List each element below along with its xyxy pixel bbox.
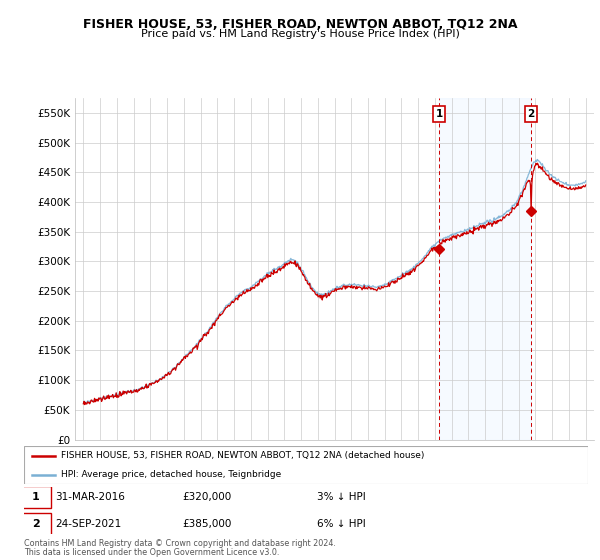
Text: FISHER HOUSE, 53, FISHER ROAD, NEWTON ABBOT, TQ12 2NA (detached house): FISHER HOUSE, 53, FISHER ROAD, NEWTON AB… bbox=[61, 451, 424, 460]
Text: 1: 1 bbox=[436, 109, 443, 119]
Text: Contains HM Land Registry data © Crown copyright and database right 2024.: Contains HM Land Registry data © Crown c… bbox=[24, 539, 336, 548]
FancyBboxPatch shape bbox=[21, 486, 50, 508]
Text: 31-MAR-2016: 31-MAR-2016 bbox=[55, 492, 125, 502]
Text: 3% ↓ HPI: 3% ↓ HPI bbox=[317, 492, 366, 502]
Text: This data is licensed under the Open Government Licence v3.0.: This data is licensed under the Open Gov… bbox=[24, 548, 280, 557]
Text: £385,000: £385,000 bbox=[182, 519, 231, 529]
Text: HPI: Average price, detached house, Teignbridge: HPI: Average price, detached house, Teig… bbox=[61, 470, 281, 479]
Text: 2: 2 bbox=[527, 109, 535, 119]
Bar bbox=[439, 98, 531, 440]
Text: 2: 2 bbox=[32, 519, 40, 529]
Text: 24-SEP-2021: 24-SEP-2021 bbox=[55, 519, 121, 529]
Text: 1: 1 bbox=[32, 492, 40, 502]
Text: Price paid vs. HM Land Registry's House Price Index (HPI): Price paid vs. HM Land Registry's House … bbox=[140, 29, 460, 39]
Text: FISHER HOUSE, 53, FISHER ROAD, NEWTON ABBOT, TQ12 2NA: FISHER HOUSE, 53, FISHER ROAD, NEWTON AB… bbox=[83, 18, 517, 31]
Text: 6% ↓ HPI: 6% ↓ HPI bbox=[317, 519, 366, 529]
FancyBboxPatch shape bbox=[21, 512, 50, 535]
Text: £320,000: £320,000 bbox=[182, 492, 231, 502]
